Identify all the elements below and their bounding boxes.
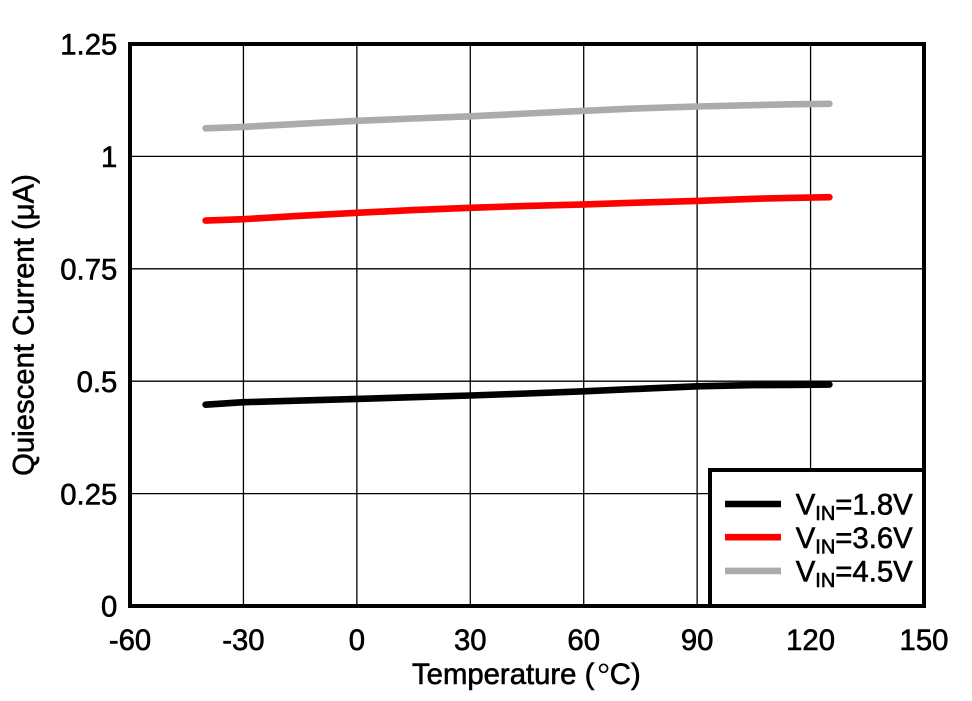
svg-text:=3.6V: =3.6V bbox=[835, 522, 913, 555]
svg-text:-60: -60 bbox=[109, 624, 151, 657]
svg-text:0.25: 0.25 bbox=[60, 478, 117, 511]
svg-text:120: 120 bbox=[786, 624, 835, 657]
svg-text:V: V bbox=[796, 556, 816, 589]
svg-text:60: 60 bbox=[567, 624, 600, 657]
svg-text:Quiescent Current (μA): Quiescent Current (μA) bbox=[8, 174, 41, 476]
svg-text:IN: IN bbox=[815, 536, 835, 558]
svg-text:IN: IN bbox=[815, 503, 835, 525]
svg-text:=4.5V: =4.5V bbox=[835, 556, 913, 589]
svg-text:0: 0 bbox=[349, 624, 365, 657]
svg-text:IN: IN bbox=[815, 570, 835, 592]
svg-text:=1.8V: =1.8V bbox=[835, 489, 913, 522]
svg-text:Temperature (: Temperature ( bbox=[412, 658, 595, 691]
svg-text:150: 150 bbox=[900, 624, 949, 657]
svg-text:0: 0 bbox=[101, 591, 117, 624]
svg-text:1.25: 1.25 bbox=[60, 29, 117, 62]
svg-text:V: V bbox=[796, 489, 816, 522]
svg-text:-30: -30 bbox=[222, 624, 264, 657]
svg-text:0.75: 0.75 bbox=[60, 254, 117, 287]
svg-text:C): C) bbox=[610, 658, 641, 691]
svg-text:90: 90 bbox=[681, 624, 714, 657]
svg-text:30: 30 bbox=[454, 624, 487, 657]
svg-text:1: 1 bbox=[101, 141, 117, 174]
svg-text:V: V bbox=[796, 522, 816, 555]
svg-text:0.5: 0.5 bbox=[77, 366, 118, 399]
